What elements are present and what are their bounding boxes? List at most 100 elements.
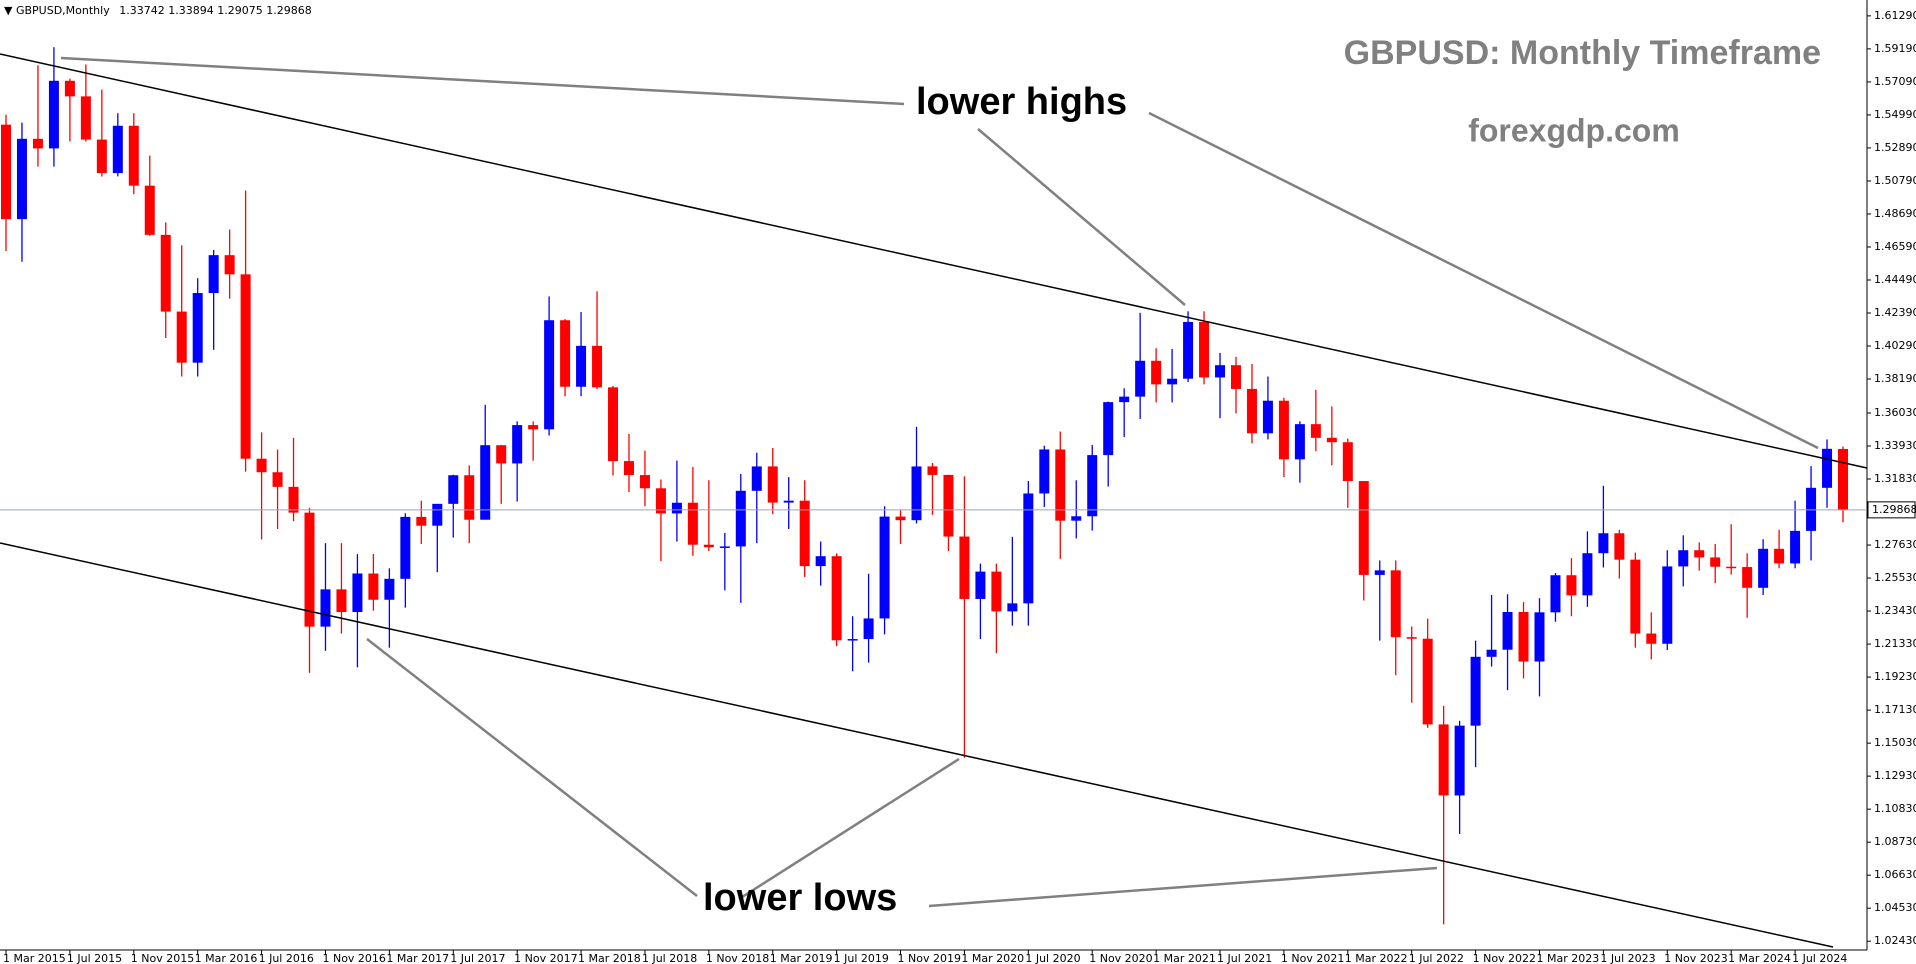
candle-body bbox=[959, 536, 970, 599]
candle-body bbox=[735, 490, 746, 547]
candle-body bbox=[384, 578, 395, 600]
candle-body bbox=[320, 589, 331, 627]
candle-body bbox=[1678, 550, 1689, 567]
candle-body bbox=[879, 516, 890, 619]
y-tick-label: 1.08730 bbox=[1874, 835, 1916, 848]
candle-body bbox=[1614, 533, 1625, 560]
candle-body bbox=[1774, 548, 1785, 564]
candle-body bbox=[751, 466, 762, 491]
candle-body bbox=[1710, 557, 1721, 567]
candle-body bbox=[352, 573, 363, 613]
candle-body bbox=[943, 474, 954, 537]
candle-body bbox=[1646, 633, 1657, 644]
candle-body bbox=[1215, 365, 1226, 378]
candle-body bbox=[416, 516, 427, 526]
candle-body bbox=[368, 573, 379, 600]
x-tick-label: 1 Mar 2020 bbox=[961, 952, 1024, 964]
arrow-line bbox=[738, 757, 960, 901]
low: 1.29075 bbox=[217, 4, 263, 17]
candle-body bbox=[687, 502, 698, 545]
candle-body bbox=[1342, 442, 1353, 482]
x-tick-label: 1 Nov 2016 bbox=[322, 952, 385, 964]
x-tick-label: 1 Nov 2017 bbox=[514, 952, 577, 964]
candle-body bbox=[703, 544, 714, 548]
x-tick-label: 1 Mar 2015 bbox=[3, 952, 66, 964]
y-tick-label: 1.31830 bbox=[1874, 472, 1916, 485]
x-tick-label: 1 Mar 2016 bbox=[195, 952, 258, 964]
y-tick-label: 1.15030 bbox=[1874, 736, 1916, 749]
candle-body bbox=[719, 546, 730, 548]
candle-body bbox=[639, 475, 650, 489]
candle-body bbox=[767, 466, 778, 503]
y-tick-label: 1.54990 bbox=[1874, 108, 1916, 121]
y-tick-label: 1.04530 bbox=[1874, 901, 1916, 914]
y-tick-label: 1.44490 bbox=[1874, 273, 1916, 286]
candle-body bbox=[544, 320, 555, 430]
candle-body bbox=[608, 387, 619, 462]
y-tick-label: 1.33930 bbox=[1874, 439, 1916, 452]
candle-body bbox=[496, 445, 507, 464]
candle-body bbox=[1502, 612, 1513, 650]
candle-body bbox=[863, 618, 874, 640]
candle-body bbox=[991, 571, 1002, 612]
x-tick-label: 1 Mar 2019 bbox=[770, 952, 833, 964]
x-tick-label: 1 Mar 2022 bbox=[1345, 952, 1408, 964]
candle-body bbox=[1662, 566, 1673, 644]
candle-body bbox=[1390, 570, 1401, 638]
candle-body bbox=[1055, 449, 1066, 521]
candle-body bbox=[224, 255, 235, 275]
y-tick-label: 1.17130 bbox=[1874, 703, 1916, 716]
x-tick-label: 1 Nov 2023 bbox=[1664, 952, 1727, 964]
candle-body bbox=[528, 425, 539, 430]
y-tick-label: 1.57090 bbox=[1874, 75, 1916, 88]
candle-body bbox=[1598, 533, 1609, 554]
candle-body bbox=[256, 458, 267, 473]
y-tick-label: 1.50790 bbox=[1874, 174, 1916, 187]
x-tick-label: 1 Nov 2015 bbox=[131, 952, 194, 964]
candle-body bbox=[847, 639, 858, 641]
x-tick-label: 1 Jul 2015 bbox=[67, 952, 122, 964]
candle-body bbox=[815, 556, 826, 567]
candle-body bbox=[1023, 493, 1034, 604]
candle-body bbox=[1326, 437, 1337, 443]
candle-body bbox=[560, 320, 571, 387]
candle-body bbox=[512, 425, 523, 464]
current-price-box bbox=[1867, 501, 1916, 519]
x-tick-label: 1 Nov 2018 bbox=[706, 952, 769, 964]
x-tick-label: 1 Jul 2022 bbox=[1409, 952, 1464, 964]
candle-body bbox=[1790, 530, 1801, 564]
y-tick-label: 1.59190 bbox=[1874, 42, 1916, 55]
lower-trendline bbox=[0, 542, 1834, 948]
candle-body bbox=[1822, 448, 1833, 488]
y-tick-label: 1.38190 bbox=[1874, 372, 1916, 385]
candle-body bbox=[1406, 637, 1417, 639]
current-price-label: 1.29868 bbox=[1872, 503, 1916, 516]
candle-body bbox=[1726, 566, 1737, 569]
candle-body bbox=[1087, 455, 1098, 517]
candle-body bbox=[32, 138, 43, 149]
annotation-lines bbox=[60, 56, 1819, 908]
candle-body bbox=[1007, 603, 1018, 612]
candles bbox=[1, 47, 1848, 925]
candle-body bbox=[1262, 400, 1273, 434]
candle-body bbox=[1246, 388, 1257, 434]
arrow-line bbox=[366, 638, 698, 897]
candle-body bbox=[1806, 487, 1817, 531]
candle-body bbox=[432, 503, 443, 526]
candle-body bbox=[1742, 567, 1753, 588]
candle-body bbox=[1230, 365, 1241, 389]
candle-body bbox=[1838, 448, 1848, 510]
y-tick-label: 1.21330 bbox=[1874, 637, 1916, 650]
candle-body bbox=[671, 502, 682, 514]
annotation: lower highs bbox=[916, 81, 1127, 123]
candle-body bbox=[1438, 724, 1449, 796]
candle-body bbox=[112, 125, 123, 174]
y-tick-label: 1.19230 bbox=[1874, 670, 1916, 683]
candle-body bbox=[1071, 516, 1082, 521]
y-tick-label: 1.61290 bbox=[1874, 9, 1916, 22]
chart-subtitle: forexgdp.com bbox=[1468, 112, 1680, 148]
candle-body bbox=[208, 255, 219, 294]
candle-body bbox=[1518, 612, 1529, 662]
candle-body bbox=[1374, 570, 1385, 575]
